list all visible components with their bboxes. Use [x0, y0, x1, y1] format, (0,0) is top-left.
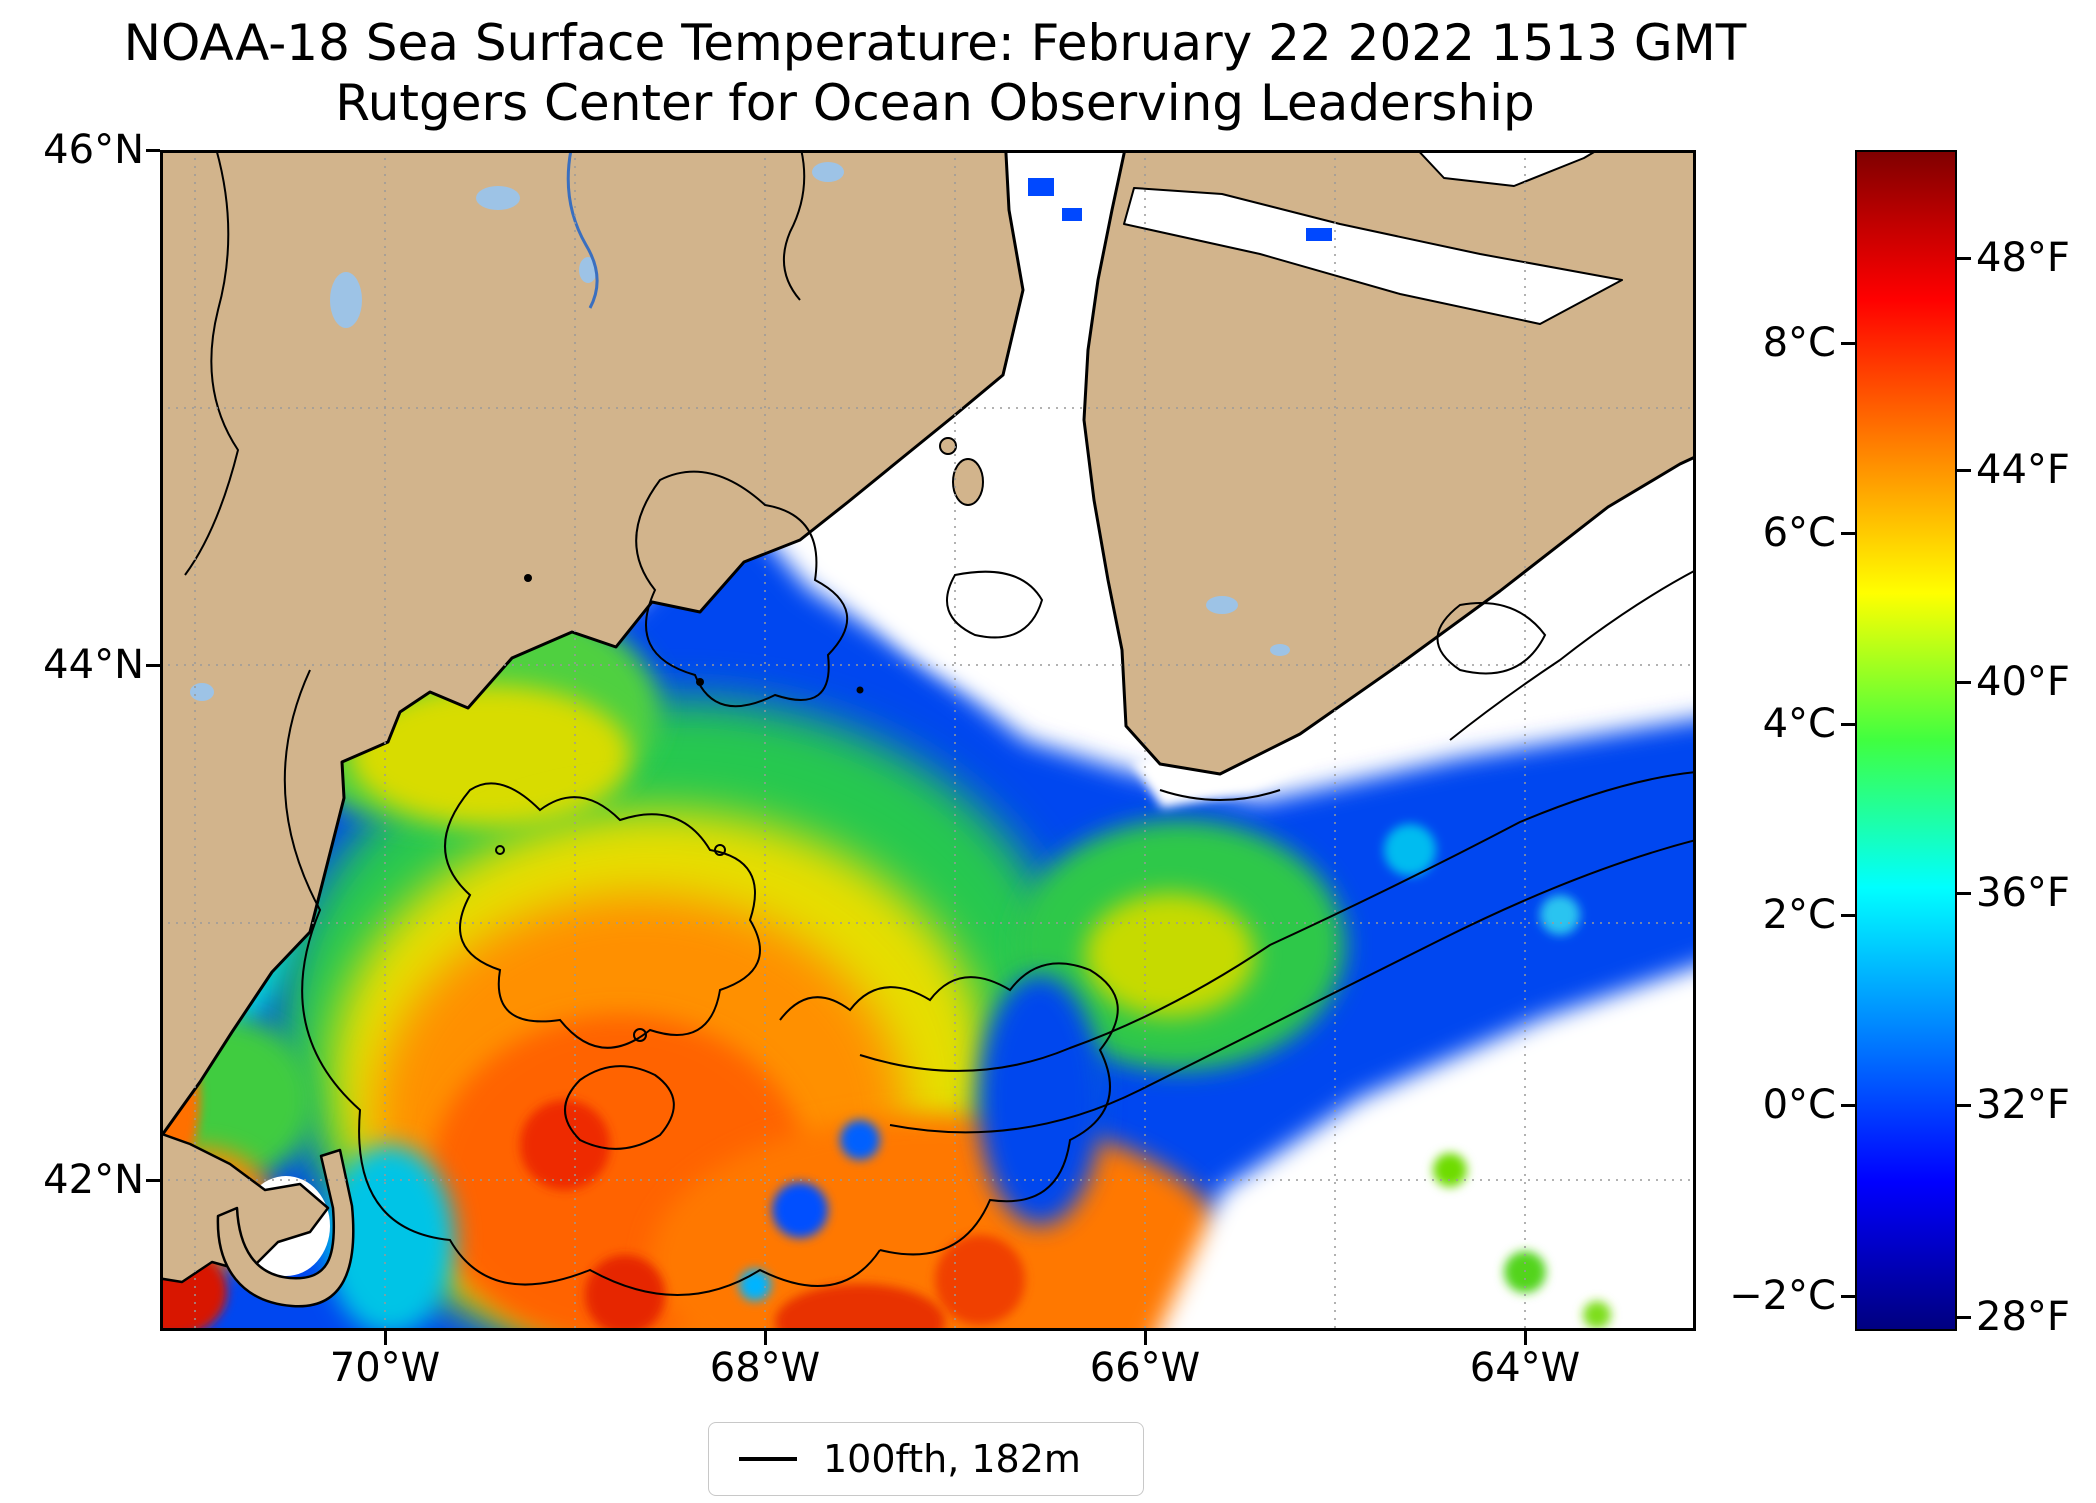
colorbar-label-minus2c: −2°C	[1729, 1273, 1836, 1319]
sst-fundy-blue-pixels	[1062, 208, 1082, 221]
colorbar-tick-c	[1841, 914, 1855, 917]
sst-green-speck	[1583, 1301, 1611, 1329]
colorbar-tick-f	[1957, 1104, 1971, 1107]
lat-tick-mark	[146, 149, 160, 152]
colorbar-gradient	[1855, 150, 1957, 1331]
sst-yellow-band	[350, 685, 630, 825]
sst-cyan-speck	[1384, 824, 1436, 876]
land-maine-new-brunswick	[160, 150, 1025, 1140]
colorbar-label-44f: 44°F	[1976, 447, 2070, 493]
sst-map-svg	[160, 150, 1696, 1331]
colorbar-tick-c	[1841, 532, 1855, 535]
sst-red-streak	[775, 1284, 945, 1331]
lat-tick-mark	[146, 1179, 160, 1182]
sst-blue-hole	[840, 1120, 880, 1160]
lat-tick-mark	[146, 664, 160, 667]
sst-red-spot	[520, 1100, 610, 1190]
colorbar-label-48f: 48°F	[1976, 235, 2070, 281]
figure-subtitle: Rutgers Center for Ocean Observing Leade…	[335, 74, 1535, 132]
sst-green-speck	[1433, 1153, 1467, 1187]
colorbar-label-0c: 0°C	[1762, 1082, 1836, 1128]
colorbar-tick-c	[1841, 723, 1855, 726]
island-grand-manan	[952, 458, 984, 506]
colorbar-tick-c	[1841, 1295, 1855, 1298]
sst-browns-bank-yellow	[1085, 893, 1255, 1017]
land-massachusetts	[160, 1132, 330, 1284]
colorbar-label-36f: 36°F	[1976, 870, 2070, 916]
legend-label: 100fth, 182m	[823, 1437, 1081, 1481]
colorbar-label-6c: 6°C	[1762, 510, 1836, 556]
colorbar-label-2c: 2°C	[1762, 892, 1836, 938]
colorbar-tick-f	[1957, 257, 1971, 260]
colorbar-tick-c	[1841, 1104, 1855, 1107]
map-border	[160, 150, 1696, 1331]
nodata-southeast	[1158, 966, 1696, 1331]
colorbar-tick-f	[1957, 681, 1971, 684]
colorbar-tick-f	[1957, 469, 1971, 472]
legend-box: 100fth, 182m	[708, 1422, 1144, 1496]
colorbar-tick-c	[1841, 342, 1855, 345]
lon-tick-label-68w: 68°W	[709, 1345, 821, 1391]
lon-tick-mark	[764, 1331, 767, 1345]
sst-fundy-blue-pixels	[1306, 228, 1332, 241]
depth-contours	[283, 470, 1696, 1296]
colorbar-label-4c: 4°C	[1762, 701, 1836, 747]
sst-red-spot	[585, 1255, 665, 1331]
lon-tick-mark	[1524, 1331, 1527, 1345]
colorbar-label-8c: 8°C	[1762, 320, 1836, 366]
lon-tick-label-66w: 66°W	[1089, 1345, 1201, 1391]
sst-blue-hole	[772, 1182, 828, 1238]
sst-cyan-cape	[325, 1145, 455, 1331]
contour-line-sample	[739, 1457, 797, 1461]
lon-tick-label-64w: 64°W	[1469, 1345, 1581, 1391]
lon-tick-mark	[384, 1331, 387, 1345]
lon-tick-mark	[1144, 1331, 1147, 1345]
lat-tick-label-44n: 44°N	[43, 642, 144, 688]
rivers	[184, 150, 806, 576]
lon-tick-label-70w: 70°W	[329, 1345, 441, 1391]
land	[160, 150, 1696, 1308]
sst-blue-channel	[978, 975, 1102, 1225]
colorbar-label-28f: 28°F	[1976, 1294, 2070, 1340]
sst-red-spot	[935, 1235, 1025, 1325]
colorbar-label-32f: 32°F	[1976, 1082, 2070, 1128]
gridlines	[160, 150, 1696, 1331]
lakes	[190, 162, 1290, 701]
sst-fundy-blue-pixels	[1028, 178, 1054, 196]
sst-map	[160, 150, 1696, 1331]
island-campobello	[939, 437, 957, 455]
colorbar-tick-f	[1957, 892, 1971, 895]
water-minas-basin	[1123, 187, 1623, 325]
colorbar-label-40f: 40°F	[1976, 659, 2070, 705]
colorbar-tick-f	[1957, 1316, 1971, 1319]
lat-tick-label-46n: 46°N	[43, 127, 144, 173]
lat-tick-label-42n: 42°N	[43, 1157, 144, 1203]
sst-cyan-speck	[1540, 895, 1580, 935]
land-cape-cod	[216, 1148, 355, 1308]
figure-title: NOAA-18 Sea Surface Temperature: Februar…	[123, 14, 1747, 72]
water-northumberland-strait	[1416, 150, 1600, 187]
